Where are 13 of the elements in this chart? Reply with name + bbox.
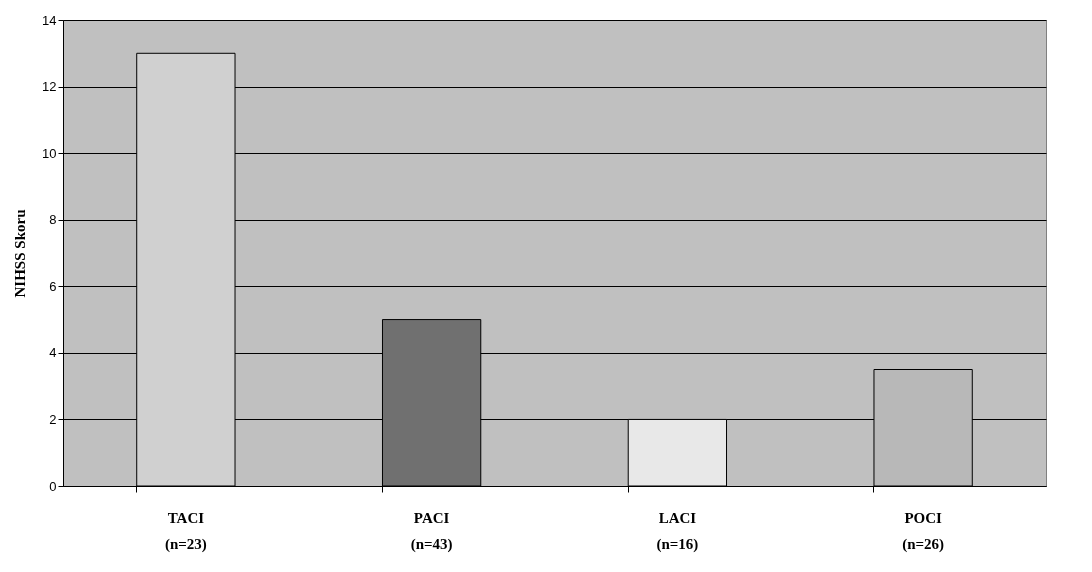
x-tick-label: TACI (n=23) (164, 509, 207, 553)
x-tick-label: LACI (n=16) (656, 509, 699, 553)
y-tick-label: 2 (49, 411, 57, 427)
y-tick-label: 8 (49, 212, 57, 228)
y-tick-label: 10 (42, 145, 57, 161)
y-axis-title: NIHSS Skoru (12, 209, 29, 298)
y-tick-label: 12 (42, 79, 57, 95)
y-tick-label: 0 (49, 478, 57, 494)
y-tick-label: 4 (49, 345, 57, 361)
y-tick-label: 6 (49, 278, 57, 294)
x-tick-label: PACI (n=43) (410, 509, 453, 553)
x-tick-label: POCI (n=26) (902, 509, 945, 553)
y-tick-label: 14 (42, 12, 57, 28)
